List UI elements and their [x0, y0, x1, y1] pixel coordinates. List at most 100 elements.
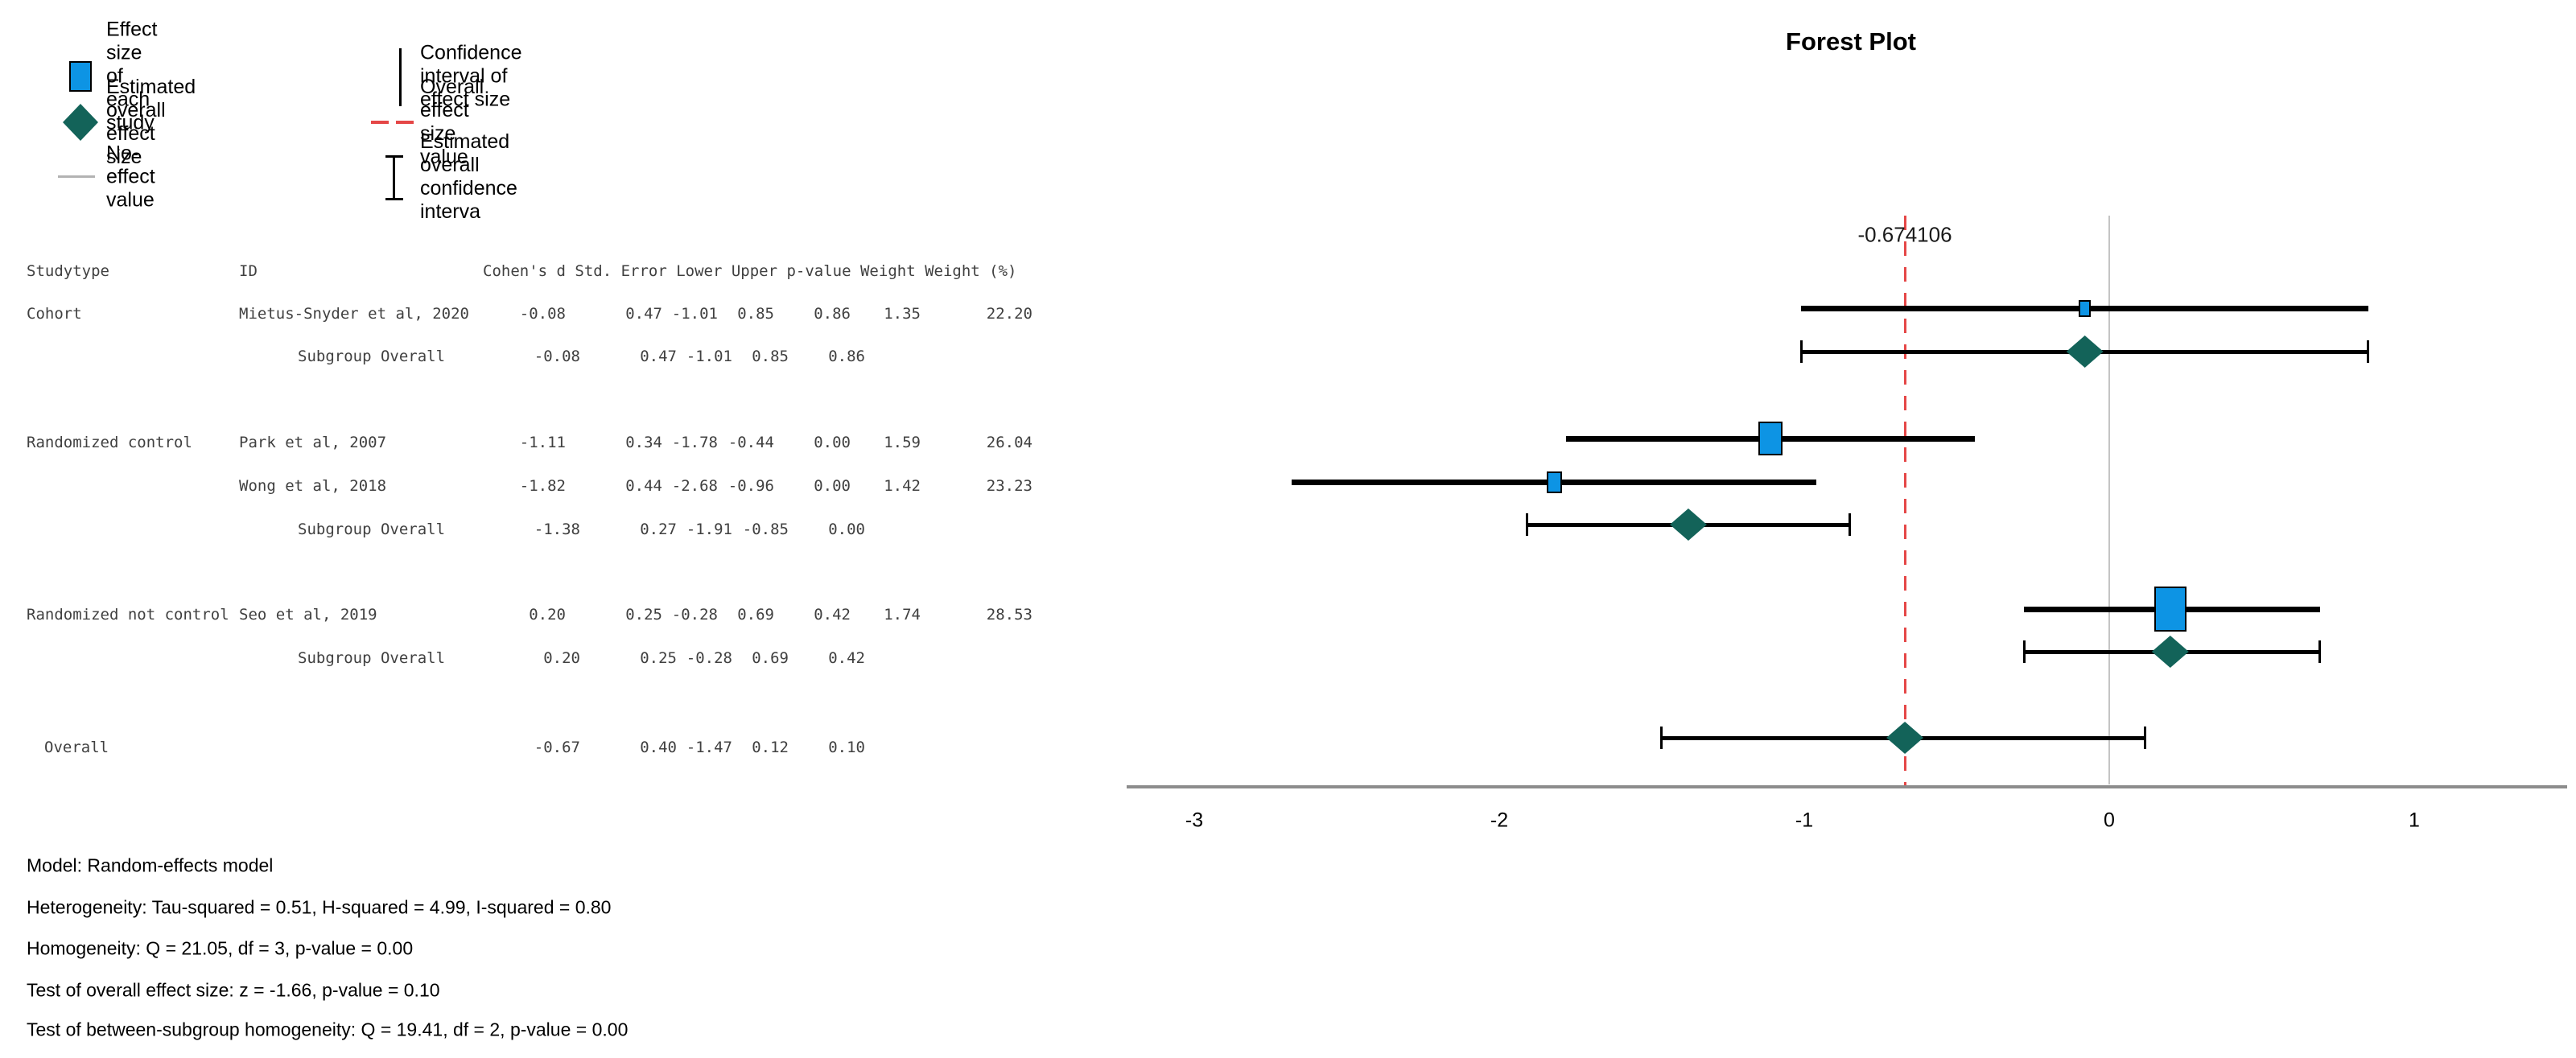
table-cell-value: -0.85: [742, 521, 789, 538]
table-cell-value: 0.85: [737, 305, 774, 323]
overall-diamond-marker: [1669, 508, 1707, 541]
table-header-measures: Cohen's d Std. Error Lower Upper p-value…: [483, 262, 1017, 280]
table-cell-value: 0.47: [625, 305, 662, 323]
table-cell-value: 23.23: [986, 477, 1032, 495]
table-cell-value: 0.34: [625, 434, 662, 451]
ci-cap-left: [1526, 513, 1529, 536]
table-cell-value: -0.08: [519, 305, 566, 323]
stat-line: Test of between-subgroup homogeneity: Q …: [27, 1019, 629, 1040]
table-cell-value: 0.85: [752, 348, 789, 365]
overall-diamond-marker: [2151, 636, 2189, 668]
legend-label-study-effect: Effect size of each study: [106, 18, 158, 134]
table-cell-value: 0.25: [640, 649, 677, 667]
table-cell-value: 26.04: [986, 434, 1032, 451]
table-cell-value: 1.42: [884, 477, 921, 495]
overall-effect-ref-line: [1904, 216, 1906, 787]
table-cell-value: 0.86: [828, 348, 865, 365]
table-cell-value: 0.44: [625, 477, 662, 495]
table-cell-value: 22.20: [986, 305, 1032, 323]
table-cell-value: 0.12: [752, 739, 789, 756]
table-cell-studytype: Randomized control: [27, 434, 192, 451]
ci-cap-right: [1848, 513, 1851, 536]
table-cell-id: Subgroup Overall: [298, 521, 446, 538]
stat-line: Test of overall effect size: z = -1.66, …: [27, 979, 440, 1001]
table-cell-value: 0.27: [640, 521, 677, 538]
legend-overall-ci-icon: [385, 155, 403, 200]
table-cell-value: 0.42: [814, 606, 851, 624]
legend-label-no-effect: No-effect value: [106, 142, 155, 212]
ci-cap-left: [2022, 640, 2026, 663]
x-tick-label: 0: [2104, 809, 2115, 832]
table-cell-value: 0.42: [828, 649, 865, 667]
table-cell-value: -0.44: [727, 434, 774, 451]
legend-overall-marker-icon: [63, 104, 98, 141]
table-cell-value: -1.38: [534, 521, 580, 538]
stat-line: Heterogeneity: Tau-squared = 0.51, H-squ…: [27, 896, 612, 918]
overall-effect-value-label: -0.674106: [1857, 222, 1952, 247]
table-cell-value: 1.59: [884, 434, 921, 451]
no-effect-line: [2108, 216, 2110, 784]
table-cell-value: -1.82: [519, 477, 566, 495]
ci-cap-right: [2367, 340, 2370, 363]
x-tick-label: -3: [1185, 809, 1204, 832]
plot-title: Forest Plot: [1786, 27, 1916, 56]
table-cell-value: -1.78: [671, 434, 718, 451]
ci-cap-left: [1659, 727, 1663, 749]
table-cell-value: 28.53: [986, 606, 1032, 624]
table-cell-id: Mietus-Snyder et al, 2020: [239, 305, 469, 323]
legend-ref-dash-icon: [371, 121, 415, 124]
table-cell-value: 0.25: [625, 606, 662, 624]
x-tick-label: -1: [1795, 809, 1814, 832]
table-cell-id: Wong et al, 2018: [239, 477, 387, 495]
x-tick-label: 1: [2409, 809, 2420, 832]
table-cell-value: 0.00: [828, 521, 865, 538]
table-cell-value: 0.10: [828, 739, 865, 756]
table-cell-value: -1.47: [686, 739, 732, 756]
table-cell-studytype: Overall: [44, 739, 109, 756]
legend-label-overall-ci: Estimated overall confidence interva: [420, 130, 517, 223]
overall-diamond-marker: [2066, 336, 2104, 368]
table-cell-value: -1.01: [686, 348, 732, 365]
table-cell-id: Seo et al, 2019: [239, 606, 377, 624]
table-cell-value: 0.20: [529, 606, 566, 624]
table-cell-value: 0.69: [752, 649, 789, 667]
x-tick-label: -2: [1490, 809, 1509, 832]
table-cell-value: -1.91: [686, 521, 732, 538]
table-cell-value: 0.00: [814, 477, 851, 495]
ci-cap-right: [2144, 727, 2147, 749]
table-cell-value: 0.20: [543, 649, 580, 667]
table-cell-value: 0.00: [814, 434, 851, 451]
table-cell-value: 0.40: [640, 739, 677, 756]
legend-study-marker-icon: [69, 61, 92, 92]
table-cell-id: Subgroup Overall: [298, 649, 446, 667]
study-square-marker: [2154, 587, 2187, 632]
stat-line: Model: Random-effects model: [27, 854, 274, 876]
overall-diamond-marker: [1886, 722, 1924, 754]
study-square-marker: [1546, 471, 1562, 493]
table-cell-value: -0.28: [671, 606, 718, 624]
table-cell-studytype: Randomized not control: [27, 606, 229, 624]
table-cell-id: Subgroup Overall: [298, 348, 446, 365]
ci-cap-left: [1800, 340, 1803, 363]
table-cell-value: -1.11: [519, 434, 566, 451]
table-cell-value: -0.67: [534, 739, 580, 756]
ci-cap-right: [2318, 640, 2321, 663]
table-cell-value: -0.28: [686, 649, 732, 667]
table-cell-value: 0.47: [640, 348, 677, 365]
table-cell-value: -0.08: [534, 348, 580, 365]
legend-ci-line-icon: [399, 48, 402, 106]
table-cell-value: -1.01: [671, 305, 718, 323]
x-axis-line: [1127, 785, 2567, 788]
study-square-marker: [2079, 299, 2092, 317]
study-square-marker: [1758, 422, 1783, 455]
table-cell-value: -2.68: [671, 477, 718, 495]
table-cell-value: -0.96: [727, 477, 774, 495]
table-cell-value: 1.35: [884, 305, 921, 323]
legend-label-ci: Confidence interval of effect size: [420, 41, 522, 111]
stat-line: Homogeneity: Q = 21.05, df = 3, p-value …: [27, 937, 414, 959]
table-cell-value: 0.86: [814, 305, 851, 323]
table-cell-studytype: Cohort: [27, 305, 82, 323]
legend-label-overall-effect: Estimated overall effect size: [106, 76, 196, 168]
legend-no-effect-line-icon: [58, 175, 95, 178]
table-cell-id: Park et al, 2007: [239, 434, 387, 451]
